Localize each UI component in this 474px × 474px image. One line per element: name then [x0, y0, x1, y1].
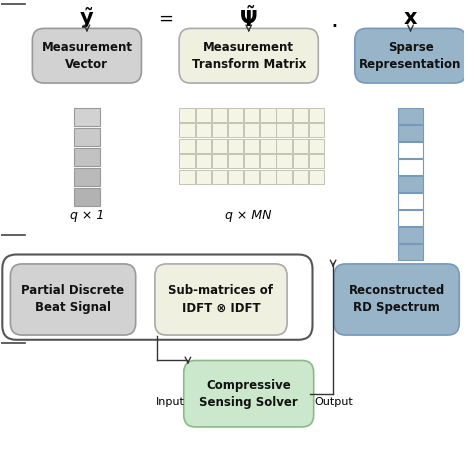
- FancyBboxPatch shape: [179, 28, 318, 83]
- Bar: [244, 123, 259, 137]
- Bar: [244, 108, 259, 122]
- Bar: [260, 123, 275, 137]
- Bar: [276, 154, 292, 168]
- FancyBboxPatch shape: [355, 28, 466, 83]
- Bar: [212, 138, 227, 153]
- Text: $\tilde{\mathbf{y}}$: $\tilde{\mathbf{y}}$: [79, 5, 94, 31]
- Bar: [212, 108, 227, 122]
- Bar: [74, 188, 100, 206]
- Bar: [74, 109, 100, 127]
- Bar: [179, 154, 195, 168]
- Bar: [179, 138, 195, 153]
- Text: Compressive
Sensing Solver: Compressive Sensing Solver: [200, 379, 298, 409]
- Bar: [196, 170, 211, 184]
- Text: Partial Discrete
Beat Signal: Partial Discrete Beat Signal: [21, 284, 125, 314]
- Bar: [399, 210, 422, 226]
- Bar: [244, 170, 259, 184]
- Text: Sub-matrices of
IDFT ⊗ IDFT: Sub-matrices of IDFT ⊗ IDFT: [168, 284, 273, 314]
- Bar: [276, 138, 292, 153]
- Bar: [244, 138, 259, 153]
- FancyBboxPatch shape: [2, 255, 312, 340]
- Bar: [399, 193, 422, 209]
- Bar: [292, 108, 308, 122]
- Bar: [292, 170, 308, 184]
- Bar: [228, 154, 243, 168]
- Text: Sparse
Representation: Sparse Representation: [359, 41, 462, 71]
- Bar: [309, 138, 324, 153]
- Bar: [74, 148, 100, 166]
- Bar: [292, 154, 308, 168]
- Bar: [228, 138, 243, 153]
- Bar: [74, 128, 100, 146]
- Bar: [196, 138, 211, 153]
- FancyBboxPatch shape: [32, 28, 141, 83]
- Text: q × 1: q × 1: [70, 210, 104, 222]
- Text: Measurement
Transform Matrix: Measurement Transform Matrix: [191, 41, 306, 71]
- Bar: [212, 170, 227, 184]
- Bar: [399, 176, 422, 192]
- FancyBboxPatch shape: [184, 361, 314, 427]
- Bar: [179, 170, 195, 184]
- Bar: [399, 126, 422, 141]
- Text: $\mathbf{x}$: $\mathbf{x}$: [403, 8, 418, 28]
- Text: $\tilde{\mathbf{\Psi}}$: $\tilde{\mathbf{\Psi}}$: [239, 5, 258, 31]
- Bar: [179, 123, 195, 137]
- Bar: [196, 108, 211, 122]
- Bar: [260, 154, 275, 168]
- Text: Input: Input: [155, 397, 184, 407]
- Text: .: .: [330, 9, 338, 32]
- Bar: [292, 138, 308, 153]
- Bar: [276, 170, 292, 184]
- Text: Reconstructed
RD Spectrum: Reconstructed RD Spectrum: [348, 284, 445, 314]
- Bar: [212, 154, 227, 168]
- Bar: [212, 123, 227, 137]
- Bar: [309, 170, 324, 184]
- Bar: [260, 170, 275, 184]
- Bar: [399, 109, 422, 124]
- Bar: [276, 108, 292, 122]
- Text: MN ×: MN ×: [414, 271, 448, 283]
- Bar: [196, 123, 211, 137]
- FancyBboxPatch shape: [10, 264, 136, 335]
- Bar: [196, 154, 211, 168]
- Bar: [179, 108, 195, 122]
- Text: =: =: [158, 10, 173, 28]
- FancyBboxPatch shape: [334, 264, 459, 335]
- Bar: [260, 108, 275, 122]
- Bar: [74, 168, 100, 186]
- Bar: [399, 227, 422, 243]
- Bar: [228, 170, 243, 184]
- Bar: [309, 154, 324, 168]
- Bar: [292, 123, 308, 137]
- Bar: [309, 123, 324, 137]
- Text: Output: Output: [315, 397, 354, 407]
- Text: q × MN: q × MN: [226, 210, 272, 222]
- Text: Measurement
Vector: Measurement Vector: [41, 41, 132, 71]
- Bar: [244, 154, 259, 168]
- Bar: [260, 138, 275, 153]
- Bar: [228, 123, 243, 137]
- Bar: [276, 123, 292, 137]
- Bar: [309, 108, 324, 122]
- Bar: [399, 244, 422, 260]
- Bar: [399, 142, 422, 158]
- Bar: [228, 108, 243, 122]
- Bar: [399, 159, 422, 175]
- FancyBboxPatch shape: [155, 264, 287, 335]
